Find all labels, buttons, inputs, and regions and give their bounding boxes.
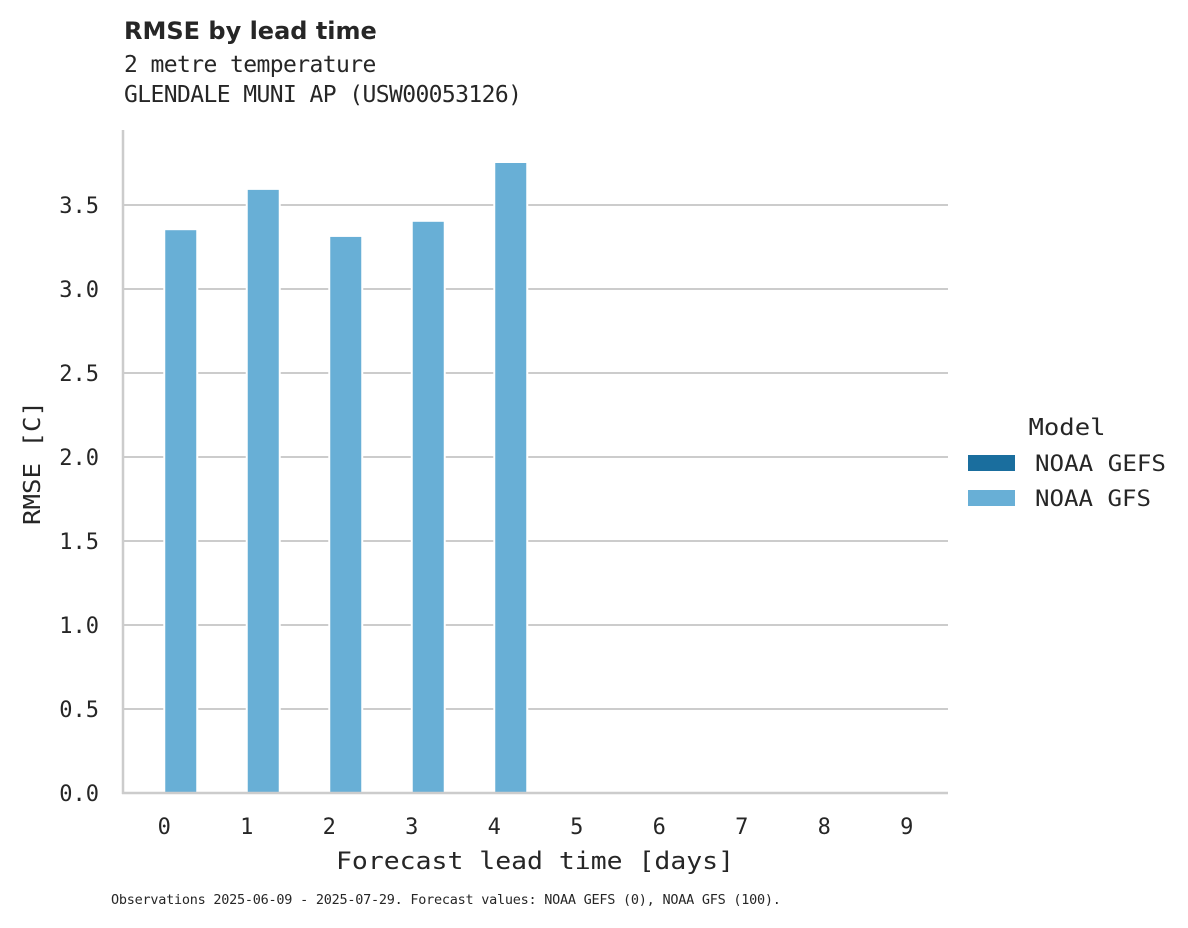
y-tick-labels: 0.0 0.5 1.0 1.5 2.0 2.5 3.0 3.5 <box>59 194 99 807</box>
axes <box>121 130 948 795</box>
x-tick-label: 5 <box>570 815 583 840</box>
chart-subtitle-station: GLENDALE MUNI AP (USW00053126) <box>124 82 522 108</box>
x-tick-label: 8 <box>818 815 831 840</box>
x-tick-label: 9 <box>900 815 913 840</box>
y-tick-label: 2.0 <box>59 446 99 471</box>
x-tick-label: 0 <box>158 815 171 840</box>
bar-noaa-gfs-lead-4[interactable] <box>495 163 527 793</box>
x-tick-label: 6 <box>653 815 666 840</box>
y-axis-label: RMSE [C] <box>20 401 46 525</box>
y-tick-label: 0.5 <box>59 698 99 723</box>
legend: Model NOAA GEFS NOAA GFS <box>968 415 1166 512</box>
chart-subtitle-variable: 2 metre temperature <box>124 52 376 78</box>
bars <box>163 163 529 794</box>
y-tick-label: 3.5 <box>59 194 99 219</box>
bar-noaa-gfs-lead-2[interactable] <box>330 236 362 794</box>
x-tick-label: 3 <box>405 815 418 840</box>
chart-title: RMSE by lead time <box>124 17 377 45</box>
bar-noaa-gfs-lead-1[interactable] <box>247 189 279 793</box>
x-tick-label: 1 <box>240 815 253 840</box>
y-tick-label: 0.0 <box>59 782 99 807</box>
y-tick-label: 1.0 <box>59 614 99 639</box>
legend-title: Model <box>1029 415 1106 441</box>
x-tick-labels: 0 1 2 3 4 5 6 7 8 9 <box>158 815 914 840</box>
legend-label-gefs: NOAA GEFS <box>1035 452 1166 477</box>
legend-swatch-gefs <box>968 455 1015 471</box>
x-tick-label: 7 <box>735 815 748 840</box>
y-tick-label: 1.5 <box>59 530 99 555</box>
legend-item-noaa-gfs[interactable]: NOAA GFS <box>968 487 1151 512</box>
x-tick-label: 4 <box>488 815 501 840</box>
bar-noaa-gfs-lead-0[interactable] <box>165 230 197 793</box>
legend-swatch-gfs <box>968 490 1015 506</box>
y-tick-label: 2.5 <box>59 362 99 387</box>
footnote: Observations 2025-06-09 - 2025-07-29. Fo… <box>111 892 781 908</box>
y-tick-label: 3.0 <box>59 278 99 303</box>
legend-item-noaa-gefs[interactable]: NOAA GEFS <box>968 452 1166 477</box>
bar-noaa-gfs-lead-3[interactable] <box>412 221 444 794</box>
legend-label-gfs: NOAA GFS <box>1035 487 1151 512</box>
x-tick-label: 2 <box>323 815 336 840</box>
x-axis-label: Forecast lead time [days] <box>336 847 734 875</box>
